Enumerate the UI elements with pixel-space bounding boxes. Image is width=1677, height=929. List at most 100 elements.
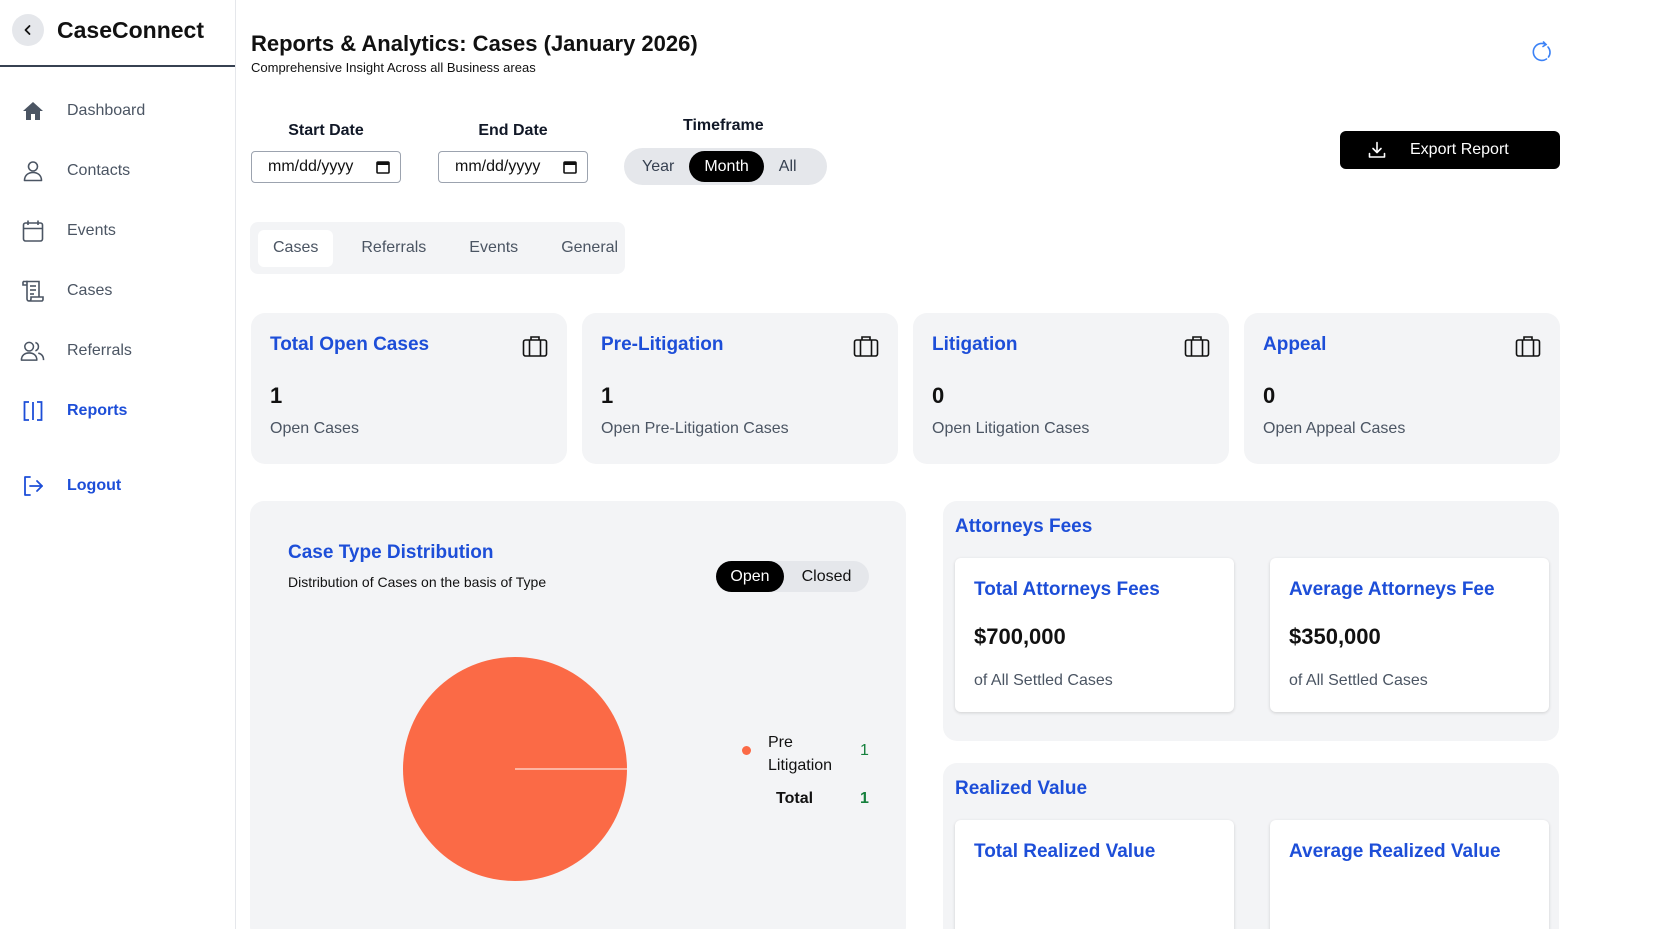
stat-card-litigation: Litigation 0 Open Litigation Cases — [913, 313, 1229, 464]
timeframe-year[interactable]: Year — [642, 157, 675, 175]
sidebar-item-reports[interactable]: Reports — [0, 381, 235, 441]
card-value: $350,000 — [1289, 624, 1381, 649]
toggle-closed[interactable]: Closed — [801, 567, 852, 585]
tab-cases[interactable]: Cases — [258, 229, 334, 267]
sidebar-nav: Dashboard Contacts Events Cases Referral… — [0, 67, 235, 516]
sidebar-item-label: Reports — [67, 402, 128, 419]
users-icon — [20, 339, 45, 364]
stat-title: Litigation — [932, 334, 1018, 355]
stat-description: Open Litigation Cases — [932, 420, 1090, 437]
tab-referrals[interactable]: Referrals — [361, 239, 427, 256]
legend-label: Pre Litigation — [768, 734, 833, 774]
start-date-group: Start Date mm/dd/yyyy — [251, 122, 401, 183]
card-title: Total Attorneys Fees — [974, 579, 1160, 600]
download-icon — [1368, 141, 1386, 158]
toggle-open[interactable]: Open — [716, 561, 784, 592]
total-attorneys-fees-card: Total Attorneys Fees $700,000 of All Set… — [955, 558, 1234, 712]
start-date-placeholder: mm/dd/yyyy — [268, 158, 354, 175]
attorneys-fees-panel: Attorneys Fees Total Attorneys Fees $700… — [943, 501, 1559, 741]
logout-label: Logout — [67, 477, 122, 494]
stat-description: Open Cases — [270, 420, 359, 437]
end-date-label: End Date — [478, 122, 548, 139]
report-tabs: Cases Referrals Events General — [250, 222, 625, 274]
sidebar-item-label: Cases — [67, 282, 113, 299]
stat-description: Open Appeal Cases — [1263, 420, 1406, 437]
stat-value: 0 — [1263, 383, 1276, 408]
main-content: Reports & Analytics: Cases (January 2026… — [236, 0, 1677, 929]
card-description: of All Settled Cases — [1289, 672, 1428, 689]
stat-title: Pre-Litigation — [601, 334, 724, 355]
end-date-group: End Date mm/dd/yyyy — [438, 122, 588, 183]
stat-card-total-open-cases: Total Open Cases 1 Open Cases — [251, 313, 567, 464]
export-report-button[interactable]: Export Report — [1340, 131, 1560, 169]
timeframe-all[interactable]: All — [778, 157, 797, 175]
case-type-distribution-card: Case Type Distribution Distribution of C… — [250, 501, 906, 929]
sidebar-item-label: Dashboard — [67, 102, 146, 119]
attorneys-fees-title: Attorneys Fees — [955, 516, 1093, 537]
sidebar-item-label: Contacts — [67, 162, 131, 179]
brand-name: CaseConnect — [57, 17, 204, 43]
briefcase-icon — [1184, 336, 1210, 357]
briefcase-icon — [522, 336, 548, 357]
stat-value: 1 — [601, 383, 614, 408]
stat-value: 0 — [932, 383, 945, 408]
stat-card-appeal: Appeal 0 Open Appeal Cases — [1244, 313, 1560, 464]
calendar-picker-icon — [563, 161, 577, 174]
stat-description: Open Pre-Litigation Cases — [601, 420, 789, 437]
sidebar: CaseConnect Dashboard Contacts Events Ca… — [0, 0, 236, 929]
stat-title: Appeal — [1263, 334, 1327, 355]
briefcase-icon — [1515, 336, 1541, 357]
sidebar-item-label: Events — [67, 222, 116, 239]
stat-card-pre-litigation: Pre-Litigation 1 Open Pre-Litigation Cas… — [582, 313, 898, 464]
home-icon — [20, 99, 45, 124]
stat-value: 1 — [270, 383, 283, 408]
card-title: Average Realized Value — [1289, 841, 1501, 862]
sidebar-item-label: Referrals — [67, 342, 132, 359]
average-realized-value-card: Average Realized Value — [1270, 820, 1549, 929]
collapse-sidebar-button[interactable] — [12, 13, 44, 46]
export-report-label: Export Report — [1410, 141, 1509, 158]
total-value: 1 — [860, 790, 869, 807]
card-description: of All Settled Cases — [974, 672, 1113, 689]
pie-chart — [403, 657, 627, 881]
distribution-title: Case Type Distribution — [288, 542, 494, 563]
logout-button[interactable]: Logout — [0, 456, 235, 516]
card-title: Total Realized Value — [974, 841, 1156, 862]
tab-general[interactable]: General — [561, 239, 619, 256]
brand-row: CaseConnect — [0, 0, 235, 67]
sidebar-item-events[interactable]: Events — [0, 201, 235, 261]
start-date-label: Start Date — [288, 122, 364, 139]
card-value: $700,000 — [974, 624, 1066, 649]
average-attorneys-fee-card: Average Attorneys Fee $350,000 of All Se… — [1270, 558, 1549, 712]
user-icon — [20, 159, 45, 184]
end-date-input[interactable]: mm/dd/yyyy — [438, 151, 588, 183]
total-label: Total — [776, 790, 814, 807]
refresh-icon[interactable] — [1530, 40, 1554, 64]
tab-events[interactable]: Events — [469, 239, 519, 256]
logout-icon — [20, 474, 45, 499]
sidebar-item-contacts[interactable]: Contacts — [0, 141, 235, 201]
calendar-picker-icon — [376, 161, 390, 174]
sidebar-item-dashboard[interactable]: Dashboard — [0, 81, 235, 141]
open-closed-toggle: Open Closed — [716, 561, 869, 592]
start-date-input[interactable]: mm/dd/yyyy — [251, 151, 401, 183]
stat-title: Total Open Cases — [270, 334, 430, 355]
page-title: Reports & Analytics: Cases (January 2026… — [251, 31, 698, 56]
legend-value: 1 — [860, 742, 869, 759]
page-subtitle: Comprehensive Insight Across all Busines… — [251, 60, 536, 75]
end-date-placeholder: mm/dd/yyyy — [455, 158, 541, 175]
realized-value-title: Realized Value — [955, 778, 1088, 799]
sidebar-item-referrals[interactable]: Referrals — [0, 321, 235, 381]
calendar-icon — [20, 219, 45, 244]
briefcase-icon — [853, 336, 879, 357]
distribution-subtitle: Distribution of Cases on the basis of Ty… — [288, 574, 547, 590]
timeframe-month[interactable]: Month — [689, 151, 764, 182]
total-realized-value-card: Total Realized Value — [955, 820, 1234, 929]
timeframe-segmented-control: Year Month All — [624, 148, 827, 185]
reports-icon — [20, 399, 45, 424]
timeframe-label: Timeframe — [683, 117, 764, 134]
card-title: Average Attorneys Fee — [1289, 579, 1495, 600]
scroll-icon — [20, 279, 45, 304]
realized-value-panel: Realized Value Total Realized Value Aver… — [943, 763, 1559, 929]
sidebar-item-cases[interactable]: Cases — [0, 261, 235, 321]
